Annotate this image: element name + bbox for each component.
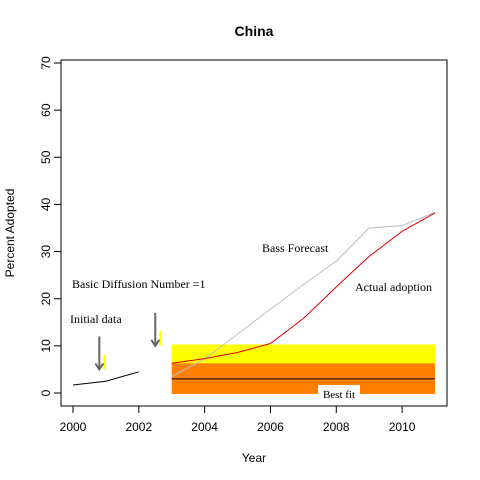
y-tick-label: 40	[39, 197, 53, 211]
y-tick-label: 0	[39, 389, 53, 396]
arrow-head	[94, 362, 105, 372]
best-fit-label-bg	[318, 385, 360, 402]
arrow-0	[94, 336, 106, 372]
y-tick-label: 60	[39, 103, 53, 117]
y-tick-label: 30	[39, 245, 53, 259]
y-tick-label: 10	[39, 339, 53, 353]
arrow-head	[150, 339, 161, 348]
annotation-basic-diffusion: Basic Diffusion Number =1	[72, 277, 206, 291]
x-tick-label: 2000	[60, 420, 87, 434]
x-tick-label: 2006	[257, 420, 284, 434]
chart-title: China	[235, 23, 274, 39]
annotation-actual-adoption: Actual adoption	[355, 280, 432, 294]
series-line-bass-forecast	[171, 211, 436, 377]
y-tick-label: 50	[39, 150, 53, 164]
x-tick-label: 2010	[389, 420, 416, 434]
annotation-best-fit: Best fit	[323, 389, 355, 401]
y-axis-title: Percent Adopted	[3, 189, 17, 278]
arrow-1	[150, 312, 162, 348]
lines-layer	[72, 211, 436, 386]
y-axis: 0 10 20 30 40 50 60 70	[39, 56, 62, 396]
y-tick-label: 20	[39, 292, 53, 306]
annotation-bass-forecast: Bass Forecast	[262, 241, 329, 255]
x-tick-label: 2008	[323, 420, 350, 434]
x-axis-title: Year	[242, 451, 266, 465]
series-line-initial-data	[72, 371, 139, 386]
x-axis: 2000 2002 2004 2006 2008 2010	[60, 405, 416, 434]
x-tick-label: 2004	[191, 420, 218, 434]
y-tick-label: 70	[39, 56, 53, 70]
bands-layer	[171, 344, 435, 394]
arrows-layer	[94, 312, 162, 372]
series-line-actual-adoption	[171, 212, 436, 364]
x-tick-label: 2002	[125, 420, 152, 434]
annotation-initial-data: Initial data	[70, 312, 122, 326]
